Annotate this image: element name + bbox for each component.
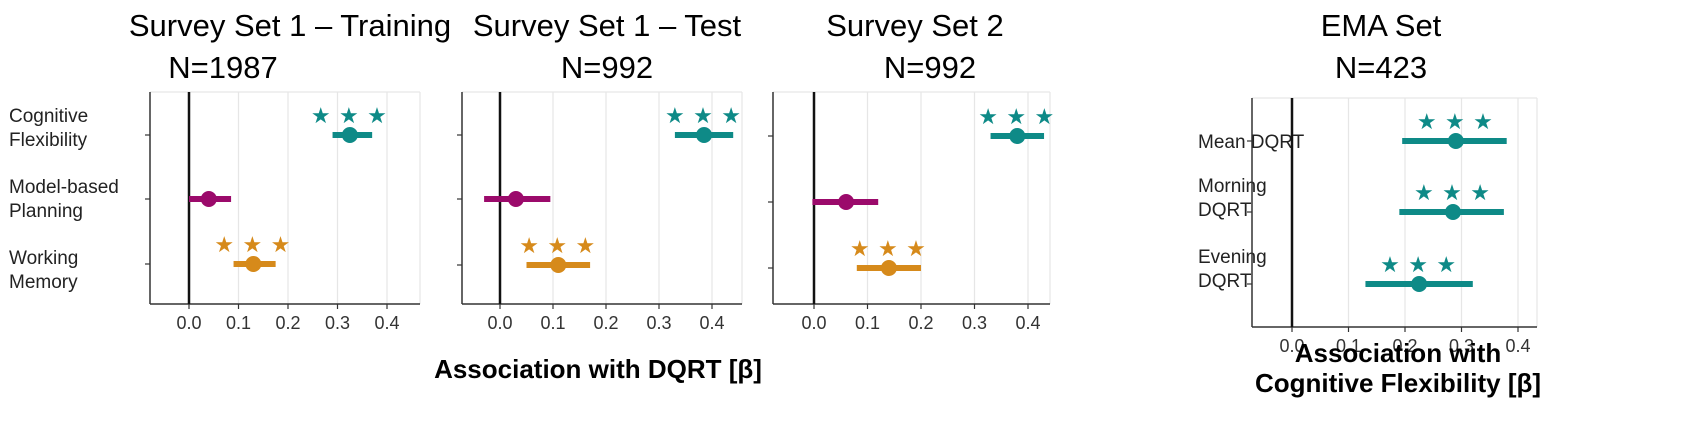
estimate-point-model-based-planning xyxy=(838,194,855,210)
panel-1-title: Survey Set 1 – Training xyxy=(129,8,451,43)
panel-3-subtitle: N=992 xyxy=(884,50,976,85)
estimate-point-morning-dqrt xyxy=(1445,204,1462,220)
x-tick-label: 0.0 xyxy=(487,313,512,333)
estimate-point-cognitive-flexibility xyxy=(1009,128,1026,144)
x-tick-label: 0.2 xyxy=(593,313,618,333)
y-label-model-based-planning: Model-based Planning xyxy=(9,177,119,222)
shared-x-axis-label: Association with DQRT [β] xyxy=(434,354,762,384)
estimate-point-working-memory xyxy=(550,257,567,273)
estimate-point-model-based-planning xyxy=(200,191,217,207)
x-tick-label: 0.1 xyxy=(540,313,565,333)
panel-1-y-labels: Cognitive Flexibility Model-based Planning… xyxy=(9,106,119,293)
significance-stars: ★ ★ ★ xyxy=(1417,109,1495,134)
y-label-cognitive-flexibility: Cognitive Flexibility xyxy=(9,106,88,151)
x-tick-label: 0.1 xyxy=(1336,336,1361,356)
panel-survey-set-1-training: 0.0 0.1 0.2 0.3 0.4 ★ ★ ★ ★ ★ ★ xyxy=(145,91,421,333)
panel-3-title: Survey Set 2 xyxy=(826,8,1003,43)
x-tick-label: 0.0 xyxy=(1279,336,1304,356)
estimate-point-model-based-planning xyxy=(507,191,524,207)
significance-stars: ★ ★ ★ xyxy=(214,232,292,257)
y-label-evening-dqrt: Evening DQRT xyxy=(1198,247,1267,292)
significance-stars: ★ ★ ★ xyxy=(978,104,1056,129)
panel-4-subtitle: N=423 xyxy=(1335,50,1427,85)
significance-stars: ★ ★ ★ xyxy=(311,103,389,128)
significance-stars: ★ ★ ★ xyxy=(1380,252,1458,277)
x-tick-label: 0.3 xyxy=(325,313,350,333)
significance-stars: ★ ★ ★ xyxy=(519,233,597,258)
panel-4-y-labels: Mean DQRT Morning DQRT Evening DQRT xyxy=(1198,132,1305,292)
x-tick-label: 0.3 xyxy=(646,313,671,333)
x-tick-label: 0.4 xyxy=(374,313,399,333)
x-tick-label: 0.4 xyxy=(699,313,724,333)
x-tick-label: 0.1 xyxy=(855,313,880,333)
x-tick-label: 0.3 xyxy=(962,313,987,333)
estimate-point-cognitive-flexibility xyxy=(341,127,358,143)
x-tick-label: 0.2 xyxy=(908,313,933,333)
ema-x-axis-label: Association with Cognitive Flexibility [β… xyxy=(1255,338,1541,398)
panel-1-subtitle: N=1987 xyxy=(168,50,277,85)
estimate-point-working-memory xyxy=(245,256,262,272)
x-tick-label: 0.2 xyxy=(275,313,300,333)
estimate-point-evening-dqrt xyxy=(1411,276,1428,292)
panel-ema-set: 0.0 0.1 0.2 0.3 0.4 ★ ★ ★ ★ ★ ★ ★ ★ ★ xyxy=(1247,97,1538,356)
x-tick-label: 0.0 xyxy=(801,313,826,333)
x-tick-label: 0.1 xyxy=(226,313,251,333)
x-tick-label: 0.2 xyxy=(1392,336,1417,356)
estimate-point-mean-dqrt xyxy=(1447,133,1464,149)
panel-survey-set-2: 0.0 0.1 0.2 0.3 0.4 ★ ★ ★ ★ ★ ★ xyxy=(768,91,1056,333)
significance-stars: ★ ★ ★ xyxy=(1414,180,1492,205)
panel-2-title: Survey Set 1 – Test xyxy=(473,8,742,43)
panel-2-subtitle: N=992 xyxy=(561,50,653,85)
x-tick-label: 0.4 xyxy=(1505,336,1530,356)
estimate-point-working-memory xyxy=(880,260,897,276)
y-label-morning-dqrt: Morning DQRT xyxy=(1198,176,1267,221)
x-tick-label: 0.4 xyxy=(1015,313,1040,333)
significance-stars: ★ ★ ★ xyxy=(665,103,743,128)
significance-stars: ★ ★ ★ xyxy=(850,236,928,261)
estimate-point-cognitive-flexibility xyxy=(696,127,713,143)
y-label-working-memory: Working Memory xyxy=(9,248,78,293)
x-tick-label: 0.3 xyxy=(1449,336,1474,356)
panel-survey-set-1-test: 0.0 0.1 0.2 0.3 0.4 ★ ★ ★ ★ ★ ★ xyxy=(457,91,743,333)
panel-4-title: EMA Set xyxy=(1321,8,1442,43)
x-tick-label: 0.0 xyxy=(176,313,201,333)
